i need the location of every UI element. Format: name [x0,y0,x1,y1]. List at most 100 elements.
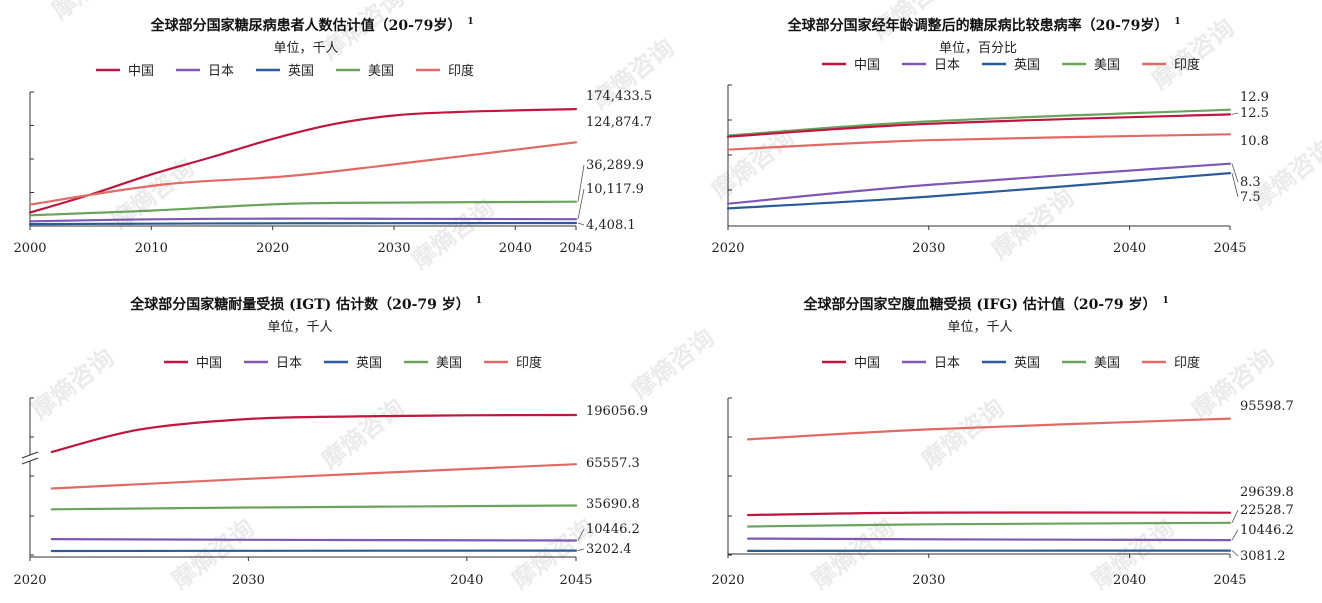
x-tick-label: 2040 [450,573,483,588]
data-label-中国: 174,433.5 [586,89,652,104]
watermark-text: 摩熵咨询 [316,393,410,475]
series-line-美国 [726,108,1232,137]
legend-label: 美国 [1094,356,1120,371]
axis-break-gap [22,455,38,461]
watermark-text: 摩熵咨询 [626,323,720,405]
series-line-日本 [726,162,1232,205]
x-tick-label: 2030 [912,573,945,588]
chart-title-footnote: 1 [476,296,482,306]
chart-unit: 单位，千人 [273,41,338,56]
chart-unit: 单位，千人 [267,320,332,335]
x-tick-label: 2045 [559,241,592,256]
legend-label: 中国 [128,64,154,79]
series-line-印度 [747,417,1232,441]
legend-label: 英国 [1014,356,1040,371]
x-tick-label: 2030 [377,241,410,256]
data-label-leader [1231,529,1239,541]
watermark-text: 摩熵咨询 [406,193,500,275]
legend-label: 日本 [934,356,960,371]
watermark-text: 摩熵咨询 [46,0,140,25]
data-label-美国: 12.9 [1240,90,1269,105]
data-label-leader [1231,509,1239,524]
data-label-中国: 196056.9 [586,404,648,419]
data-label-英国: 3081.2 [1240,549,1286,564]
series-line-中国 [747,511,1232,517]
chart-title: 全球部分国家空腹血糖受损 (IFG) 估计值（20-79 岁） [802,296,1156,313]
data-label-英国: 3202.4 [586,542,632,557]
axis-break-mark [21,451,39,459]
axis-break-mark [21,457,39,465]
data-label-日本: 10,117.9 [586,182,644,197]
x-tick-label: 2020 [13,573,46,588]
series-line-印度 [28,141,578,206]
legend: 中国 日本 英国 美国 印度 [96,63,474,79]
series-line-日本 [747,537,1232,542]
data-label-英国: 4,408.1 [586,218,636,233]
legend-label: 印度 [516,355,542,371]
chart-title-footnote: 1 [467,17,473,27]
chart-title: 全球部分国家糖耐量受损 (IGT) 估计数（20-79 岁） [129,296,470,313]
x-tick-label: 2020 [256,241,289,256]
data-label-英国: 7.5 [1240,190,1261,205]
series-line-日本 [50,538,578,542]
series-line-中国 [50,413,578,454]
legend: 中国 日本 英国 美国 印度 [164,355,542,371]
data-label-日本: 10446.2 [1240,523,1294,538]
data-label-leader [577,222,585,226]
data-label-日本: 8.3 [1240,175,1261,190]
watermark-text: 摩熵咨询 [26,343,120,425]
series-line-英国 [726,172,1232,210]
x-tick-label: 2030 [912,241,945,256]
chart-title: 全球部分国家经年龄调整后的糖尿病比较患病率（20-79岁） [787,17,1169,34]
data-label-美国: 22528.7 [1240,503,1294,518]
data-label-leader [577,188,585,220]
data-label-leader [577,528,585,541]
data-label-中国: 29639.8 [1240,485,1294,500]
x-tick-label: 2045 [559,573,592,588]
chart-title-footnote: 1 [1174,17,1180,27]
series-line-英国 [28,221,578,226]
legend-label: 英国 [1014,58,1040,73]
x-tick-label: 2045 [1213,241,1246,256]
x-tick-label: 2030 [232,573,265,588]
legend-label: 中国 [854,58,880,73]
legend-label: 英国 [288,64,314,79]
data-label-印度: 10.8 [1240,134,1269,149]
series-line-美国 [747,521,1232,528]
series-line-美国 [50,504,578,511]
data-label-美国: 36,289.9 [586,158,644,173]
x-tick-label: 2010 [135,241,168,256]
series-line-印度 [50,463,578,490]
chart-title-footnote: 1 [1163,296,1169,306]
legend-label: 中国 [854,356,880,371]
legend-label: 日本 [208,64,234,79]
legend-label: 中国 [196,356,222,371]
watermark-text: 摩熵咨询 [916,393,1010,475]
data-label-印度: 95598.7 [1240,399,1294,414]
legend-label: 美国 [436,356,462,371]
data-label-leader [1231,112,1239,115]
data-label-leader [1231,173,1239,198]
legend-label: 美国 [368,64,394,79]
x-tick-label: 2020 [711,241,744,256]
legend-label: 美国 [1094,58,1120,73]
watermark-text: 摩熵咨询 [986,183,1080,265]
chart-unit: 单位，千人 [947,320,1012,335]
data-label-中国: 12.5 [1240,106,1269,121]
x-tick-label: 2020 [711,573,744,588]
legend-label: 印度 [1174,57,1200,73]
chart-unit: 单位，百分比 [939,41,1017,56]
legend-label: 印度 [1174,355,1200,371]
data-label-leader [577,548,585,551]
legend-label: 英国 [356,356,382,371]
series-line-印度 [726,133,1232,151]
x-tick-label: 2045 [1213,573,1246,588]
x-tick-label: 2040 [1113,573,1146,588]
x-tick-label: 2040 [1113,241,1146,256]
data-label-印度: 65557.3 [586,456,640,471]
series-line-日本 [28,217,578,223]
